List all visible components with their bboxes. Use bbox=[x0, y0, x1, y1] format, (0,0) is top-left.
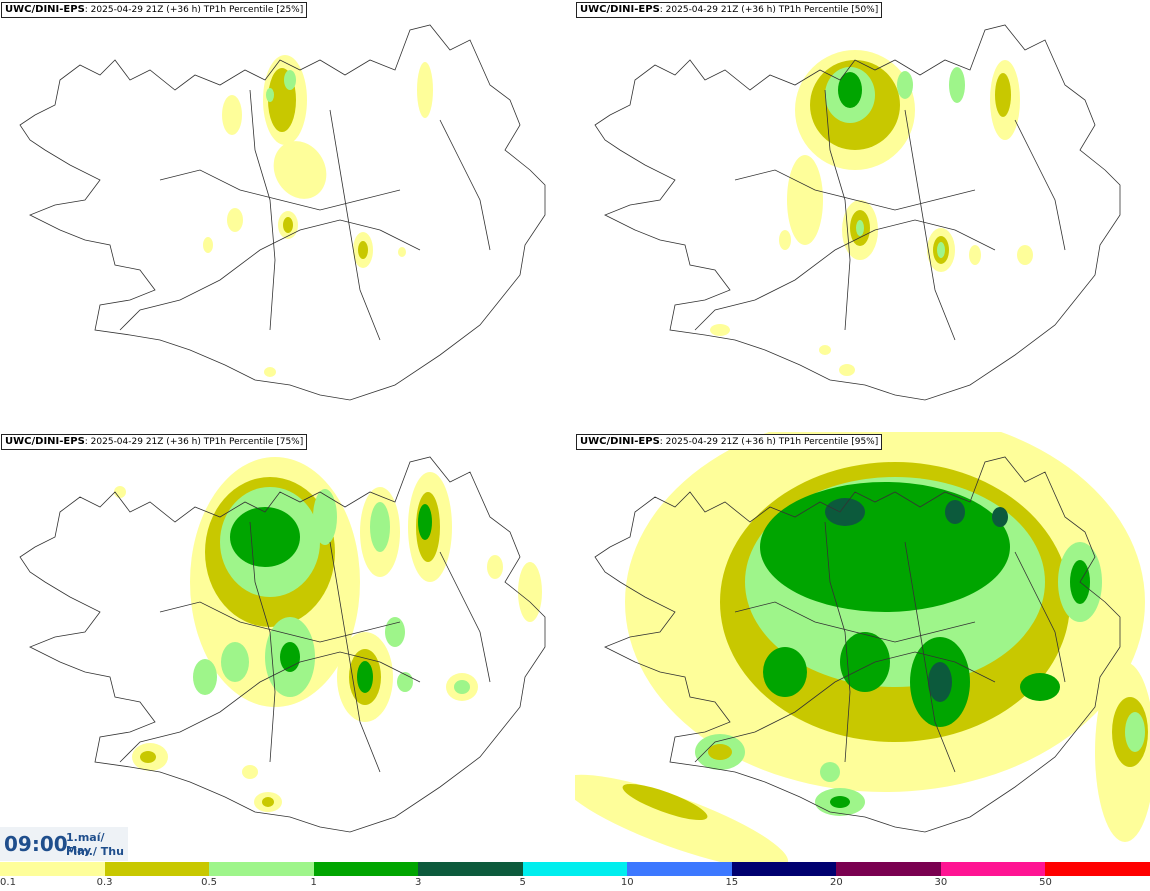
legend-tick-label: 5 bbox=[519, 877, 526, 888]
panel-title: UWC/DINI-EPS: 2025-04-29 21Z (+36 h) TP1… bbox=[1, 434, 308, 450]
legend-swatch bbox=[0, 862, 106, 876]
map-panel-p75: UWC/DINI-EPS: 2025-04-29 21Z (+36 h) TP1… bbox=[0, 432, 575, 864]
legend-swatch bbox=[940, 862, 1046, 876]
valid-date-line1: 1.maí/ May bbox=[66, 831, 105, 857]
coastline bbox=[594, 24, 1121, 401]
legend-tick-label: 0.3 bbox=[96, 877, 113, 888]
iceland-map bbox=[575, 432, 1150, 864]
legend-swatch bbox=[627, 862, 733, 876]
map-panel-p95: UWC/DINI-EPS: 2025-04-29 21Z (+36 h) TP1… bbox=[575, 432, 1150, 864]
iceland-map bbox=[19, 24, 546, 401]
legend-swatch bbox=[1045, 862, 1150, 876]
precip-field bbox=[575, 432, 1150, 864]
precip-color-legend: 0.1 0.3 0.5 1 3 5 10 15 20 30 50 bbox=[0, 862, 1150, 891]
legend-tick-label: 15 bbox=[725, 877, 739, 888]
legend-tick-label: 50 bbox=[1039, 877, 1052, 888]
valid-date-line2: Fim./ Thu bbox=[66, 845, 124, 858]
legend-swatch bbox=[418, 862, 524, 876]
coastline bbox=[19, 456, 546, 833]
legend-swatch bbox=[209, 862, 315, 876]
precip-field bbox=[203, 55, 433, 377]
legend-swatch bbox=[522, 862, 628, 876]
valid-time-clock: 09:00 bbox=[4, 832, 68, 856]
iceland-map bbox=[19, 456, 546, 833]
map-panel-p25: UWC/DINI-EPS: 2025-04-29 21Z (+36 h) TP1… bbox=[0, 0, 575, 432]
legend-swatch bbox=[731, 862, 837, 876]
legend-swatch bbox=[313, 862, 419, 876]
iceland-map bbox=[594, 24, 1121, 401]
legend-tick-label: 20 bbox=[829, 877, 843, 888]
panel-title: UWC/DINI-EPS: 2025-04-29 21Z (+36 h) TP1… bbox=[576, 434, 883, 450]
legend-swatch bbox=[836, 862, 942, 876]
legend-swatch bbox=[104, 862, 210, 876]
legend-tick-label: 1 bbox=[310, 877, 317, 888]
legend-tick-label: 0.5 bbox=[201, 877, 218, 888]
legend-tick-label: 30 bbox=[934, 877, 948, 888]
precip-field bbox=[710, 50, 1033, 376]
coastline bbox=[19, 24, 546, 401]
coastline bbox=[594, 456, 1121, 833]
legend-tick-label: 3 bbox=[414, 877, 422, 888]
panel-title: UWC/DINI-EPS: 2025-04-29 21Z (+36 h) TP1… bbox=[1, 2, 308, 18]
valid-time-box: 09:00 1.maí/ May Fim./ Thu bbox=[0, 827, 128, 861]
legend-tick-label: 0.1 bbox=[0, 877, 16, 888]
panel-title: UWC/DINI-EPS: 2025-04-29 21Z (+36 h) TP1… bbox=[576, 2, 883, 18]
legend-tick-label: 10 bbox=[620, 877, 634, 888]
map-panel-p50: UWC/DINI-EPS: 2025-04-29 21Z (+36 h) TP1… bbox=[575, 0, 1150, 432]
